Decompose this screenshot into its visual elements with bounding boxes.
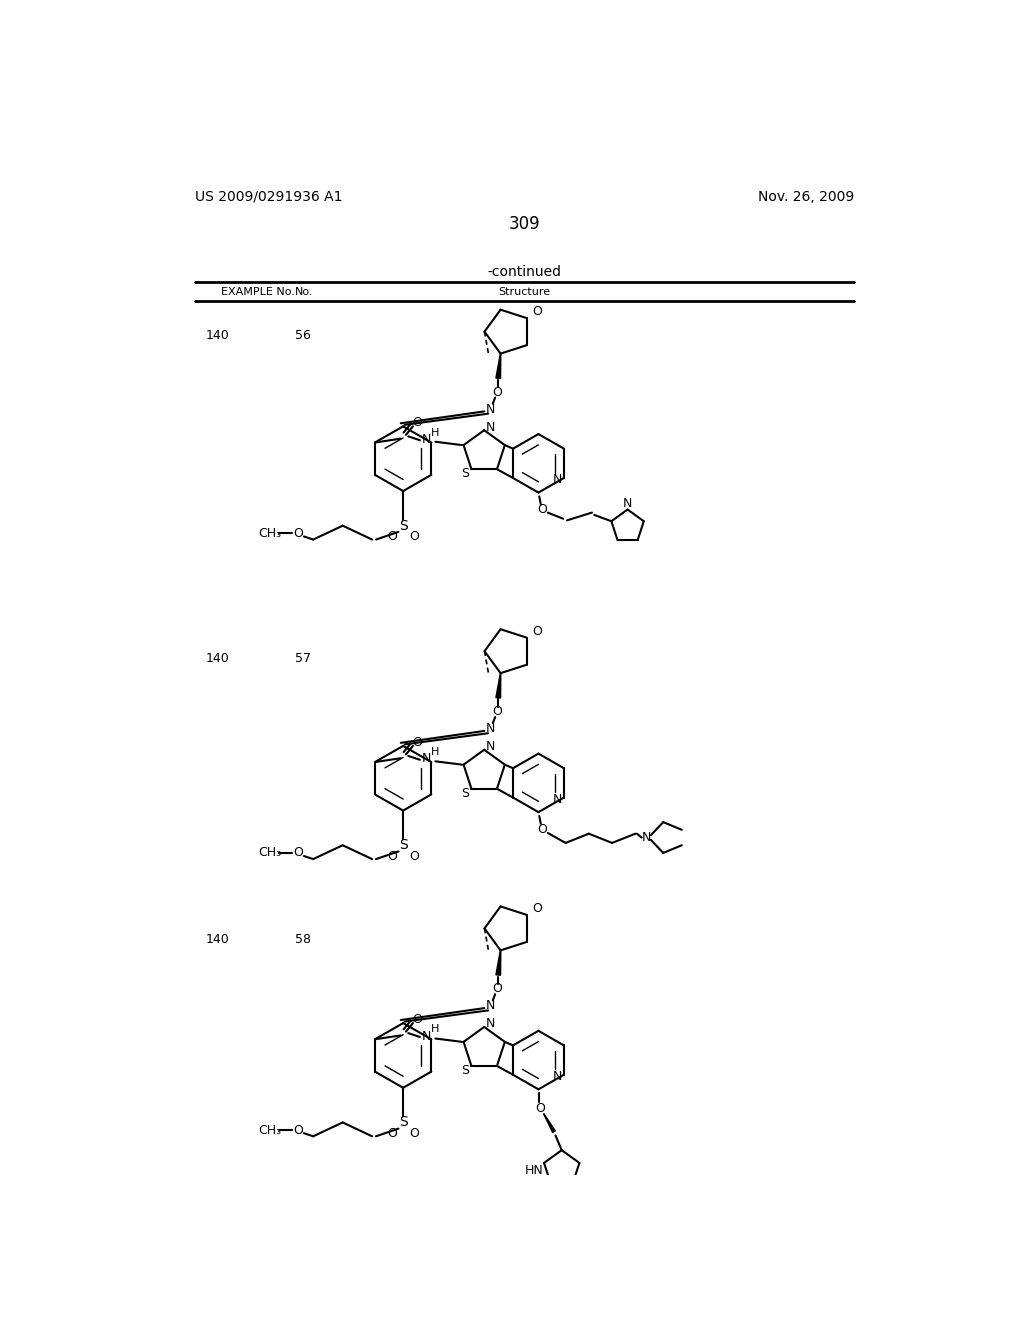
Text: S: S <box>461 787 469 800</box>
Text: 57: 57 <box>295 652 310 665</box>
Text: N: N <box>422 752 431 766</box>
Text: N: N <box>553 792 562 805</box>
Text: 140: 140 <box>206 652 229 665</box>
Polygon shape <box>496 673 501 698</box>
Text: S: S <box>461 1064 469 1077</box>
Text: S: S <box>461 467 469 480</box>
Text: O: O <box>409 850 419 862</box>
Text: O: O <box>532 902 542 915</box>
Text: N: N <box>553 1069 562 1082</box>
Text: US 2009/0291936 A1: US 2009/0291936 A1 <box>196 190 343 203</box>
Text: O: O <box>409 1127 419 1139</box>
Text: HN: HN <box>524 1164 543 1177</box>
Text: N: N <box>485 741 495 754</box>
Text: O: O <box>412 735 422 748</box>
Text: S: S <box>398 838 408 853</box>
Text: H: H <box>430 428 439 437</box>
Text: N: N <box>485 421 495 434</box>
Text: O: O <box>293 846 303 859</box>
Text: CH₃: CH₃ <box>258 1123 282 1137</box>
Text: O: O <box>412 416 422 429</box>
Text: O: O <box>492 705 502 718</box>
Text: O: O <box>293 527 303 540</box>
Text: CH₃: CH₃ <box>258 527 282 540</box>
Text: Nov. 26, 2009: Nov. 26, 2009 <box>758 190 854 203</box>
Text: Structure: Structure <box>499 286 551 297</box>
Text: S: S <box>398 519 408 533</box>
Text: N: N <box>422 1030 431 1043</box>
Text: O: O <box>538 503 547 516</box>
Text: O: O <box>492 385 502 399</box>
Text: CH₃: CH₃ <box>258 846 282 859</box>
Text: 58: 58 <box>295 933 310 946</box>
Text: 140: 140 <box>206 329 229 342</box>
Text: N: N <box>422 433 431 446</box>
Polygon shape <box>496 950 501 975</box>
Text: O: O <box>492 982 502 995</box>
Polygon shape <box>544 1114 555 1133</box>
Text: 56: 56 <box>295 329 310 342</box>
Text: H: H <box>430 747 439 758</box>
Text: O: O <box>532 305 542 318</box>
Text: O: O <box>409 529 419 543</box>
Text: N: N <box>623 496 632 510</box>
Text: O: O <box>532 624 542 638</box>
Text: H: H <box>430 1024 439 1035</box>
Text: O: O <box>387 529 397 543</box>
Text: N: N <box>641 832 651 843</box>
Text: O: O <box>536 1102 545 1115</box>
Text: O: O <box>538 822 547 836</box>
Text: O: O <box>293 1123 303 1137</box>
Text: N: N <box>485 999 496 1012</box>
Text: -continued: -continued <box>487 265 562 280</box>
Text: N: N <box>485 1018 495 1031</box>
Text: O: O <box>412 1012 422 1026</box>
Text: 140: 140 <box>206 933 229 946</box>
Text: N: N <box>485 403 496 416</box>
Text: S: S <box>398 1115 408 1130</box>
Text: O: O <box>387 850 397 862</box>
Text: N: N <box>553 473 562 486</box>
Text: O: O <box>387 1127 397 1139</box>
Text: N: N <box>485 722 496 735</box>
Polygon shape <box>496 354 501 379</box>
Text: No.: No. <box>295 286 313 297</box>
Text: EXAMPLE No.: EXAMPLE No. <box>221 286 295 297</box>
Text: 309: 309 <box>509 215 541 232</box>
